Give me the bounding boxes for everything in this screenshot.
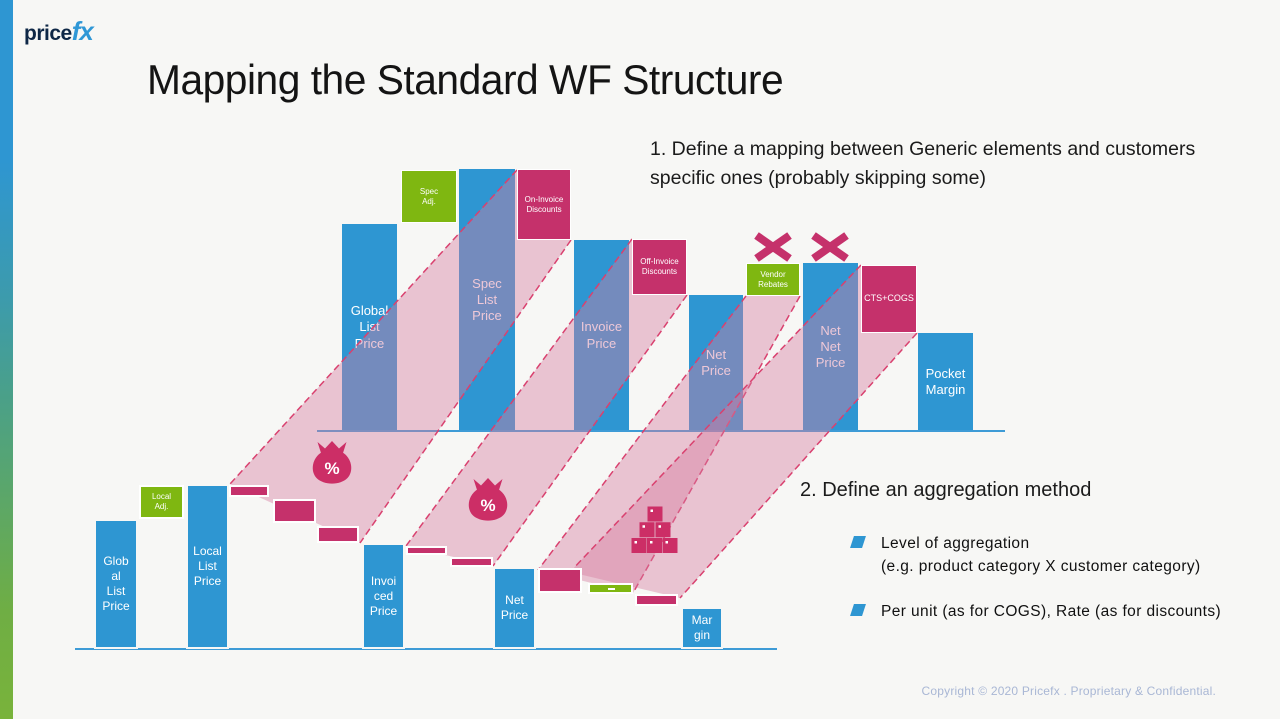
bar-vendor-rebates: Vendor Rebates (746, 263, 800, 296)
bar-discount-step (588, 583, 633, 594)
bar-label: Off-Invoice Discounts (640, 257, 679, 276)
bar-label: Global List Price (350, 303, 389, 351)
bar-net-price: Net Price (493, 567, 536, 649)
bar-label: Local List Price (193, 544, 222, 588)
parallelogram-bullet-icon (850, 536, 866, 548)
x-skip-icon (754, 232, 792, 262)
bar-label: Spec Adj. (419, 186, 439, 206)
bar-label: Mar gin (691, 613, 713, 642)
bullet-text: Level of aggregation (e.g. product categ… (881, 535, 1201, 576)
mapping-band-left-edge (405, 238, 633, 547)
bar-invoice-price: Invoice Price (574, 240, 629, 431)
mapping-band-right-edge (492, 294, 688, 567)
x-strokes (754, 232, 792, 262)
bar-glob-al-list-price: Glob al List Price (94, 519, 138, 649)
boxes-stack-icon (631, 506, 678, 553)
box-dot (665, 541, 668, 544)
bar-global-list-price: Global List Price (342, 224, 397, 431)
mapping-band-right-edge (679, 332, 918, 599)
mapping-band-0 (230, 170, 571, 543)
bar-label: On-Invoice Discounts (524, 194, 564, 214)
copyright-text: Copyright © 2020 Pricefx . Proprietary &… (921, 684, 1216, 698)
bar-label: Net Price (701, 347, 731, 380)
bar-discount-step (273, 499, 316, 523)
bar-on-invoice-discounts: On-Invoice Discounts (517, 169, 571, 240)
bar-off-invoice-discounts: Off-Invoice Discounts (632, 239, 687, 295)
box-dot (650, 509, 653, 512)
bar-discount-step (635, 594, 678, 606)
mapping-band-left-edge (537, 295, 747, 571)
bar-local-list-price: Local List Price (186, 484, 229, 649)
bar-label: Vendor Rebates (758, 269, 788, 289)
bar-label: CTS+COGS (864, 293, 914, 304)
white-dash-mark (607, 587, 615, 590)
money-bag-tie (317, 441, 347, 453)
bar-discount-step (538, 568, 582, 593)
bar-invoi-ced-price: Invoi ced Price (362, 543, 405, 649)
bar-net-price: Net Price (689, 295, 743, 431)
page-title: Mapping the Standard WF Structure (147, 56, 784, 103)
bar-discount-step (450, 557, 493, 567)
x-skip-icon (811, 232, 849, 262)
mapping-band-2 (538, 296, 800, 593)
logo-fx-text: fx (71, 16, 94, 46)
bar-discount-step (317, 526, 359, 543)
money-bag-body (312, 452, 352, 484)
parallelogram-bullet-icon (850, 604, 866, 616)
bar-label: Pocket Margin (925, 365, 966, 397)
bar-label: Local Adj. (151, 492, 172, 511)
bar-net-net-price: Net Net Price (803, 263, 858, 431)
money-bag-tie (473, 478, 503, 490)
bar-label: Spec List Price (472, 276, 502, 325)
money-bag-body (468, 489, 508, 521)
mapping-band-right-edge (359, 239, 572, 544)
note-define-aggregation: 2. Define an aggregation method (800, 479, 1092, 501)
bullet-level-of-aggregation: Level of aggregation (e.g. product categ… (850, 532, 1201, 579)
bar-label: Invoice Price (581, 319, 622, 352)
bar-label: Net Net Price (816, 323, 846, 372)
money-bag-percent-icon: % (468, 478, 508, 521)
mapping-band-left-edge (229, 169, 518, 485)
box-dot (650, 541, 653, 544)
bullet-text: Per unit (as for COGS), Rate (as for dis… (881, 603, 1222, 620)
bar-discount-step (229, 485, 269, 497)
box-dot (634, 541, 637, 544)
logo-price-text: price (24, 22, 72, 45)
pricefx-logo: pricefx (24, 16, 94, 47)
mapping-band-right-edge (632, 295, 801, 594)
bar-mar-gin: Mar gin (681, 607, 723, 649)
bar-spec-adj: Spec Adj. (401, 170, 457, 223)
x-strokes (811, 232, 849, 262)
bar-label: Glob al List Price (102, 554, 130, 613)
bar-label: Invoi ced Price (369, 573, 398, 618)
bar-label: Net Price (500, 593, 529, 622)
mapping-band-left-edge (569, 264, 862, 573)
accent-gradient-bar (0, 0, 13, 719)
box-dot (642, 525, 645, 528)
percent-symbol: % (480, 496, 495, 515)
percent-symbol: % (324, 459, 339, 478)
box-dot (658, 525, 661, 528)
bar-cts-cogs: CTS+COGS (861, 265, 917, 333)
bar-discount-step (406, 546, 447, 555)
note-define-mapping: 1. Define a mapping between Generic elem… (650, 138, 1196, 190)
bullet-per-unit-rate: Per unit (as for COGS), Rate (as for dis… (850, 600, 1222, 623)
bar-pocket-margin: Pocket Margin (918, 333, 973, 431)
money-bag-percent-icon: % (312, 441, 352, 484)
bar-local-adj: Local Adj. (139, 485, 184, 519)
